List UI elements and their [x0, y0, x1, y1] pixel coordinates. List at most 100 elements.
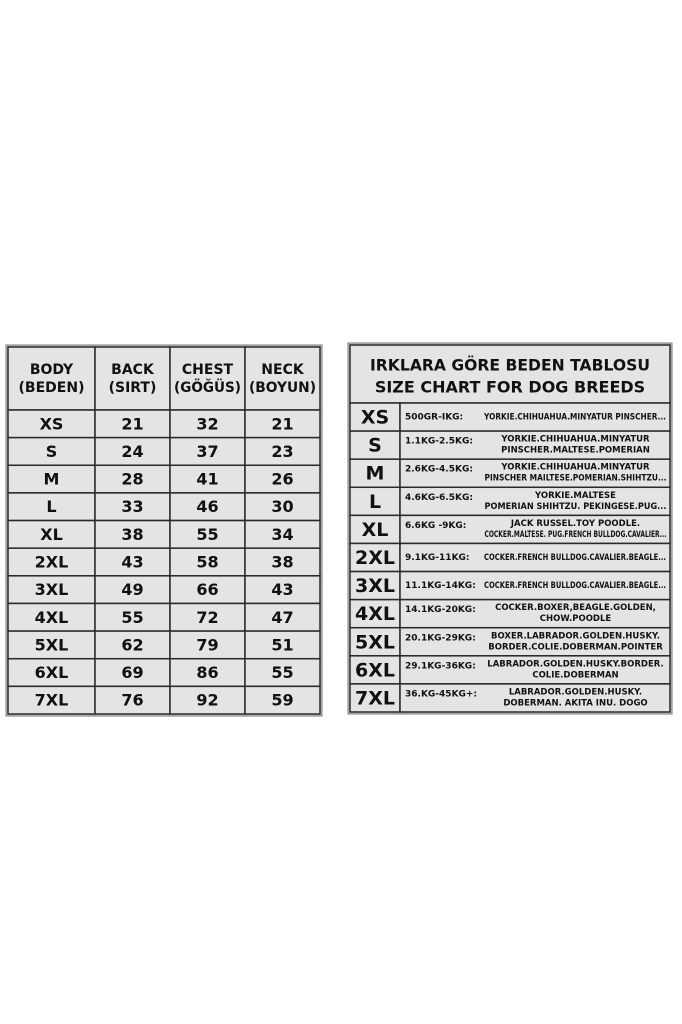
- size-label: XL: [40, 525, 63, 544]
- size-label: 3XL: [355, 575, 395, 597]
- size-cell: [349, 402, 401, 432]
- size-label: 5XL: [35, 635, 69, 654]
- measurement: 49: [121, 580, 143, 599]
- cell: [169, 547, 246, 577]
- cell: [244, 657, 321, 688]
- breeds: PINSCHER MAILTESE.POMERIAN.SHIHTZU...: [485, 474, 667, 484]
- size-cell: [349, 683, 401, 713]
- cell: [7, 492, 96, 522]
- size-cell: [349, 486, 401, 517]
- size-cell: [349, 430, 401, 460]
- cell: [7, 519, 96, 549]
- weight: 14.1KG-20KG:: [405, 605, 476, 615]
- measurement: 55: [271, 663, 293, 682]
- size-label: XL: [362, 519, 389, 541]
- cell: [169, 657, 246, 688]
- measurement: 86: [196, 663, 218, 682]
- cell: [169, 492, 246, 522]
- cell: [7, 409, 96, 439]
- measurement: 46: [196, 497, 218, 516]
- size-cell: [349, 514, 401, 545]
- header-text: BODY: [30, 362, 74, 378]
- breeds: JACK RUSSEL.TOY POODLE.: [510, 519, 640, 529]
- weight: 4.6KG-6.5KG:: [405, 493, 473, 503]
- size-label: 2XL: [35, 553, 69, 572]
- measurement: 76: [121, 691, 143, 710]
- breeds: YORKIE.CHIHUAHUA.MINYATUR: [500, 435, 650, 445]
- size-label: XS: [361, 407, 389, 429]
- title-text: IRKLARA GÖRE BEDEN TABLOSU: [370, 356, 650, 375]
- measurement: 24: [121, 442, 143, 461]
- measurement: 37: [196, 442, 218, 461]
- measurement: 33: [121, 497, 143, 516]
- breeds: COCKER.MALTESE. PUG.FRENCH BULLDOG.CAVAL…: [485, 530, 667, 540]
- measurement: 51: [271, 635, 293, 654]
- cell: [244, 492, 321, 522]
- measurement: 30: [271, 497, 293, 516]
- measurement: 43: [121, 553, 143, 572]
- header-cell: [169, 346, 246, 411]
- cell: [244, 575, 321, 605]
- cell: [244, 630, 321, 660]
- header-text: (GÖĞÜS): [174, 378, 241, 396]
- cell: [94, 464, 171, 494]
- measurement: 38: [121, 525, 143, 544]
- breeds: PINSCHER.MALTESE.POMERIAN: [501, 446, 650, 456]
- breeds: BORDER.COLIE.DOBERMAN.POINTER: [488, 642, 663, 652]
- measurement: 66: [196, 580, 218, 599]
- cell: [7, 685, 96, 715]
- size-label: 4XL: [355, 603, 395, 625]
- measurement: 43: [271, 580, 293, 599]
- measurement: 69: [121, 663, 143, 682]
- size-label: 7XL: [355, 687, 395, 709]
- cell: [169, 464, 246, 494]
- measurement: 72: [196, 608, 218, 627]
- title-cell: [349, 344, 671, 404]
- weight: 1.1KG-2.5KG:: [405, 437, 473, 447]
- size-label: S: [46, 442, 58, 461]
- measurement: 41: [196, 470, 218, 489]
- breeds: COCKER.BOXER,BEAGLE.GOLDEN,: [495, 603, 656, 613]
- size-label: 6XL: [35, 663, 69, 682]
- header-text: CHEST: [182, 362, 234, 378]
- measurement: 62: [121, 635, 143, 654]
- breed-cell: [399, 542, 671, 573]
- measurement: 21: [271, 414, 293, 433]
- weight: 9.1KG-11KG:: [405, 553, 470, 563]
- header-cell: [244, 346, 321, 411]
- breed-cell: [399, 486, 671, 517]
- header-text: (SIRT): [109, 380, 157, 396]
- measurement: 34: [271, 525, 293, 544]
- size-cell: [349, 570, 401, 601]
- weight: 20.1KG-29KG:: [405, 633, 476, 643]
- measurement: 58: [196, 553, 218, 572]
- cell: [94, 685, 171, 715]
- breeds: YORKIE.CHIHUAHUA.MINYATUR PINSCHER...: [483, 413, 666, 423]
- weight: 6.6KG -9KG:: [405, 521, 466, 531]
- header-text: (BOYUN): [249, 380, 316, 396]
- measurement: 47: [271, 608, 293, 627]
- size-label: XS: [40, 414, 64, 433]
- measurement: 55: [196, 525, 218, 544]
- measurement: 28: [121, 470, 143, 489]
- size-label: 5XL: [355, 631, 395, 653]
- weight: 36.KG-45KG+:: [405, 689, 477, 699]
- size-label: L: [369, 491, 381, 513]
- size-label: 7XL: [35, 691, 69, 710]
- measurement: 32: [196, 414, 218, 433]
- cell: [244, 464, 321, 494]
- header-text: BACK: [111, 362, 155, 378]
- cell: [244, 547, 321, 577]
- measurement: 21: [121, 414, 143, 433]
- cell: [7, 657, 96, 688]
- measurement: 23: [271, 442, 293, 461]
- breeds: COCKER.FRENCH BULLDOG.CAVALIER.BEAGLE...: [484, 553, 666, 563]
- header-cell: [7, 346, 96, 411]
- size-label: 3XL: [35, 580, 69, 599]
- weight: 29.1KG-36KG:: [405, 661, 476, 671]
- size-cell: [349, 542, 401, 573]
- breed-cell: [399, 683, 671, 713]
- breeds: BOXER.LABRADOR.GOLDEN.HUSKY.: [491, 631, 660, 641]
- breeds: DOBERMAN. AKITA INU. DOGO: [503, 698, 647, 708]
